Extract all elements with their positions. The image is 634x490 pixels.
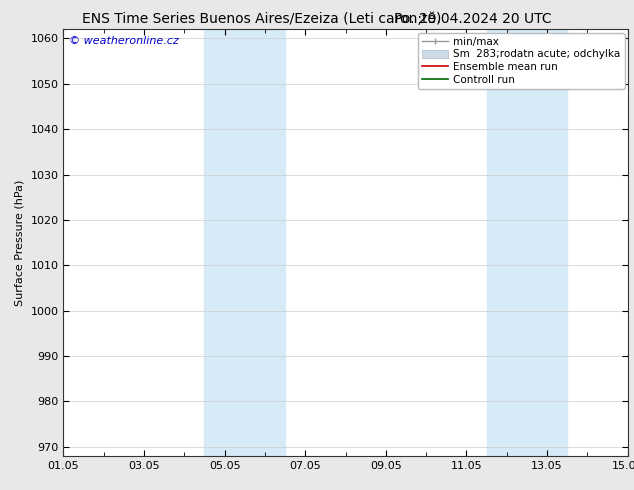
Y-axis label: Surface Pressure (hPa): Surface Pressure (hPa): [15, 179, 25, 306]
Text: Po. 29.04.2024 20 UTC: Po. 29.04.2024 20 UTC: [394, 12, 552, 26]
Legend: min/max, Sm  283;rodatn acute; odchylka, Ensemble mean run, Controll run: min/max, Sm 283;rodatn acute; odchylka, …: [418, 32, 624, 89]
Text: © weatheronline.cz: © weatheronline.cz: [69, 36, 179, 46]
Bar: [487, 29, 567, 456]
Text: ENS Time Series Buenos Aires/Ezeiza (Leti caron;tě): ENS Time Series Buenos Aires/Ezeiza (Let…: [82, 12, 442, 26]
Bar: [204, 29, 285, 456]
